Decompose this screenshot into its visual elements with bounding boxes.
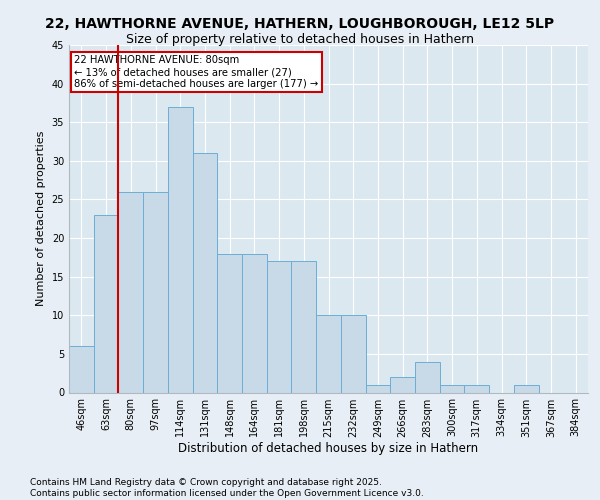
Bar (193, 153, 217, 392)
Bar (341, 316, 365, 392)
Bar (365, 385, 390, 392)
Text: 22 HAWTHORNE AVENUE: 80sqm
← 13% of detached houses are smaller (27)
86% of semi: 22 HAWTHORNE AVENUE: 80sqm ← 13% of deta… (74, 56, 319, 88)
Text: Size of property relative to detached houses in Hathern: Size of property relative to detached ho… (126, 32, 474, 46)
Bar (514, 385, 539, 392)
Bar (94, 215, 118, 392)
Bar (143, 192, 168, 392)
Bar (168, 107, 193, 393)
X-axis label: Distribution of detached houses by size in Hathern: Distribution of detached houses by size … (178, 442, 479, 456)
Bar (415, 362, 440, 392)
Y-axis label: Number of detached properties: Number of detached properties (36, 131, 46, 306)
Bar (267, 261, 292, 392)
Bar (118, 192, 143, 392)
Text: 22, HAWTHORNE AVENUE, HATHERN, LOUGHBOROUGH, LE12 5LP: 22, HAWTHORNE AVENUE, HATHERN, LOUGHBORO… (46, 18, 554, 32)
Bar (292, 261, 316, 392)
Bar (69, 346, 94, 393)
Bar (464, 385, 489, 392)
Text: Contains HM Land Registry data © Crown copyright and database right 2025.
Contai: Contains HM Land Registry data © Crown c… (30, 478, 424, 498)
Bar (242, 254, 267, 392)
Bar (440, 385, 464, 392)
Bar (217, 254, 242, 392)
Bar (316, 316, 341, 392)
Bar (390, 377, 415, 392)
